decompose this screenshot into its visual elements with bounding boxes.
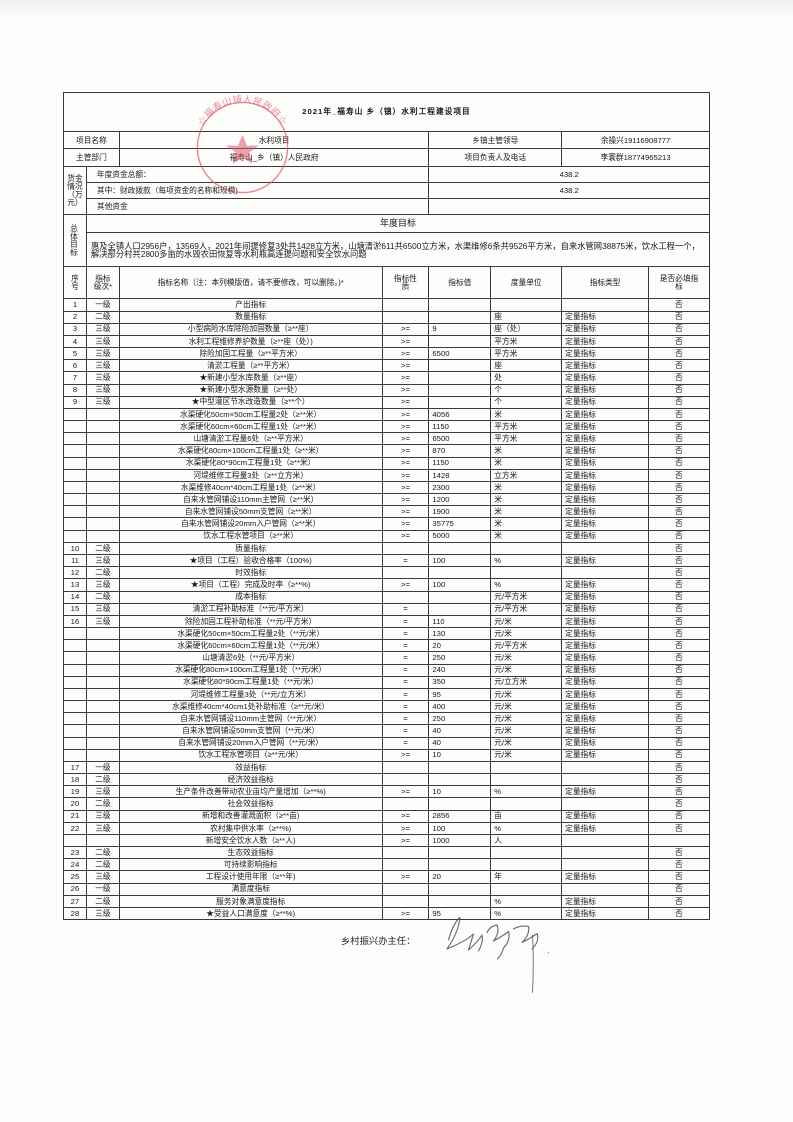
svg-text:☆福寿山镇人民政府☆: ☆福寿山镇人民政府☆ (196, 93, 289, 127)
